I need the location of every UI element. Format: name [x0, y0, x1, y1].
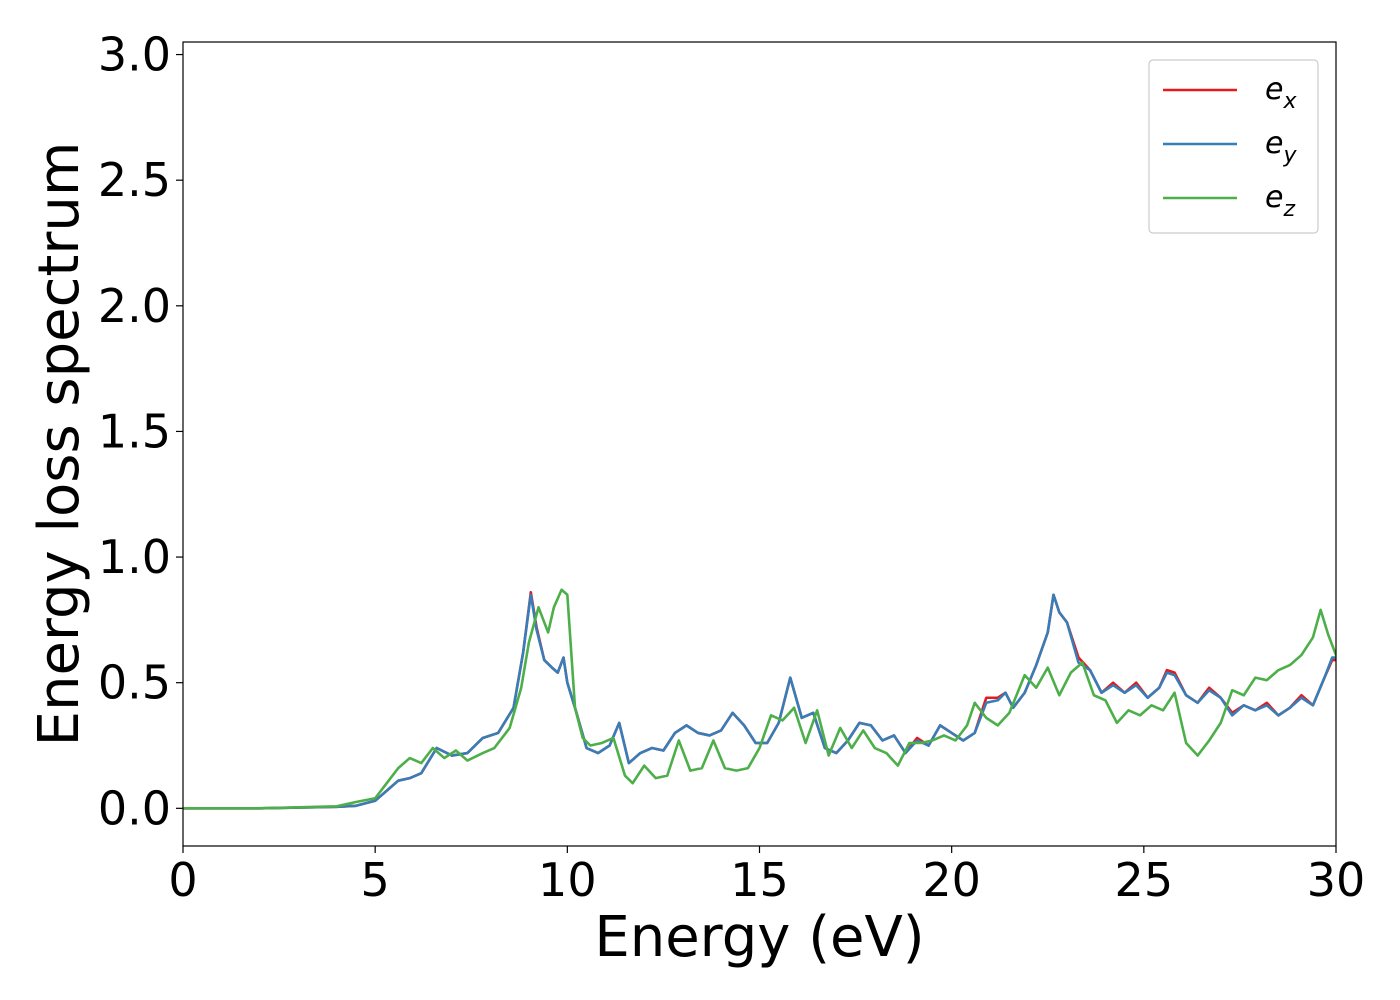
series-line-x: [183, 590, 1336, 810]
y-axis-title: Energy loss spectrum: [27, 142, 92, 747]
y-tick-label: 0.5: [98, 656, 171, 710]
x-tick-label: 15: [730, 853, 789, 907]
series-line-y: [183, 593, 1336, 810]
y-tick-label: 1.5: [98, 404, 171, 458]
x-tick-label: 25: [1115, 853, 1174, 907]
x-tick-label: 10: [538, 853, 597, 907]
x-tick-label: 0: [168, 853, 197, 907]
legend-box: [1148, 59, 1319, 234]
y-tick-label: 1.0: [98, 530, 171, 584]
series-lines: [183, 588, 1336, 810]
y-tick-label: 2.5: [98, 153, 171, 207]
x-tick-label: 20: [922, 853, 981, 907]
legend-label-z: ez: [1265, 180, 1295, 222]
y-tick-label: 2.0: [98, 279, 171, 333]
y-axis: 0.0 0.5 1.0 1.5 2.0 2.5 3.0: [98, 28, 183, 835]
x-tick-label: 30: [1307, 853, 1366, 907]
legend-label-x: ex: [1265, 72, 1297, 114]
legend: ex ey ez: [1148, 59, 1319, 234]
y-tick-label: 3.0: [98, 28, 171, 82]
x-axis-title: Energy (eV): [594, 905, 924, 970]
x-tick-label: 5: [361, 853, 390, 907]
x-axis: 0 5 10 15 20 25 30: [168, 846, 1365, 907]
series-line-z: [183, 588, 1336, 810]
legend-label-y: ey: [1265, 126, 1297, 168]
y-tick-label: 0.0: [98, 781, 171, 835]
